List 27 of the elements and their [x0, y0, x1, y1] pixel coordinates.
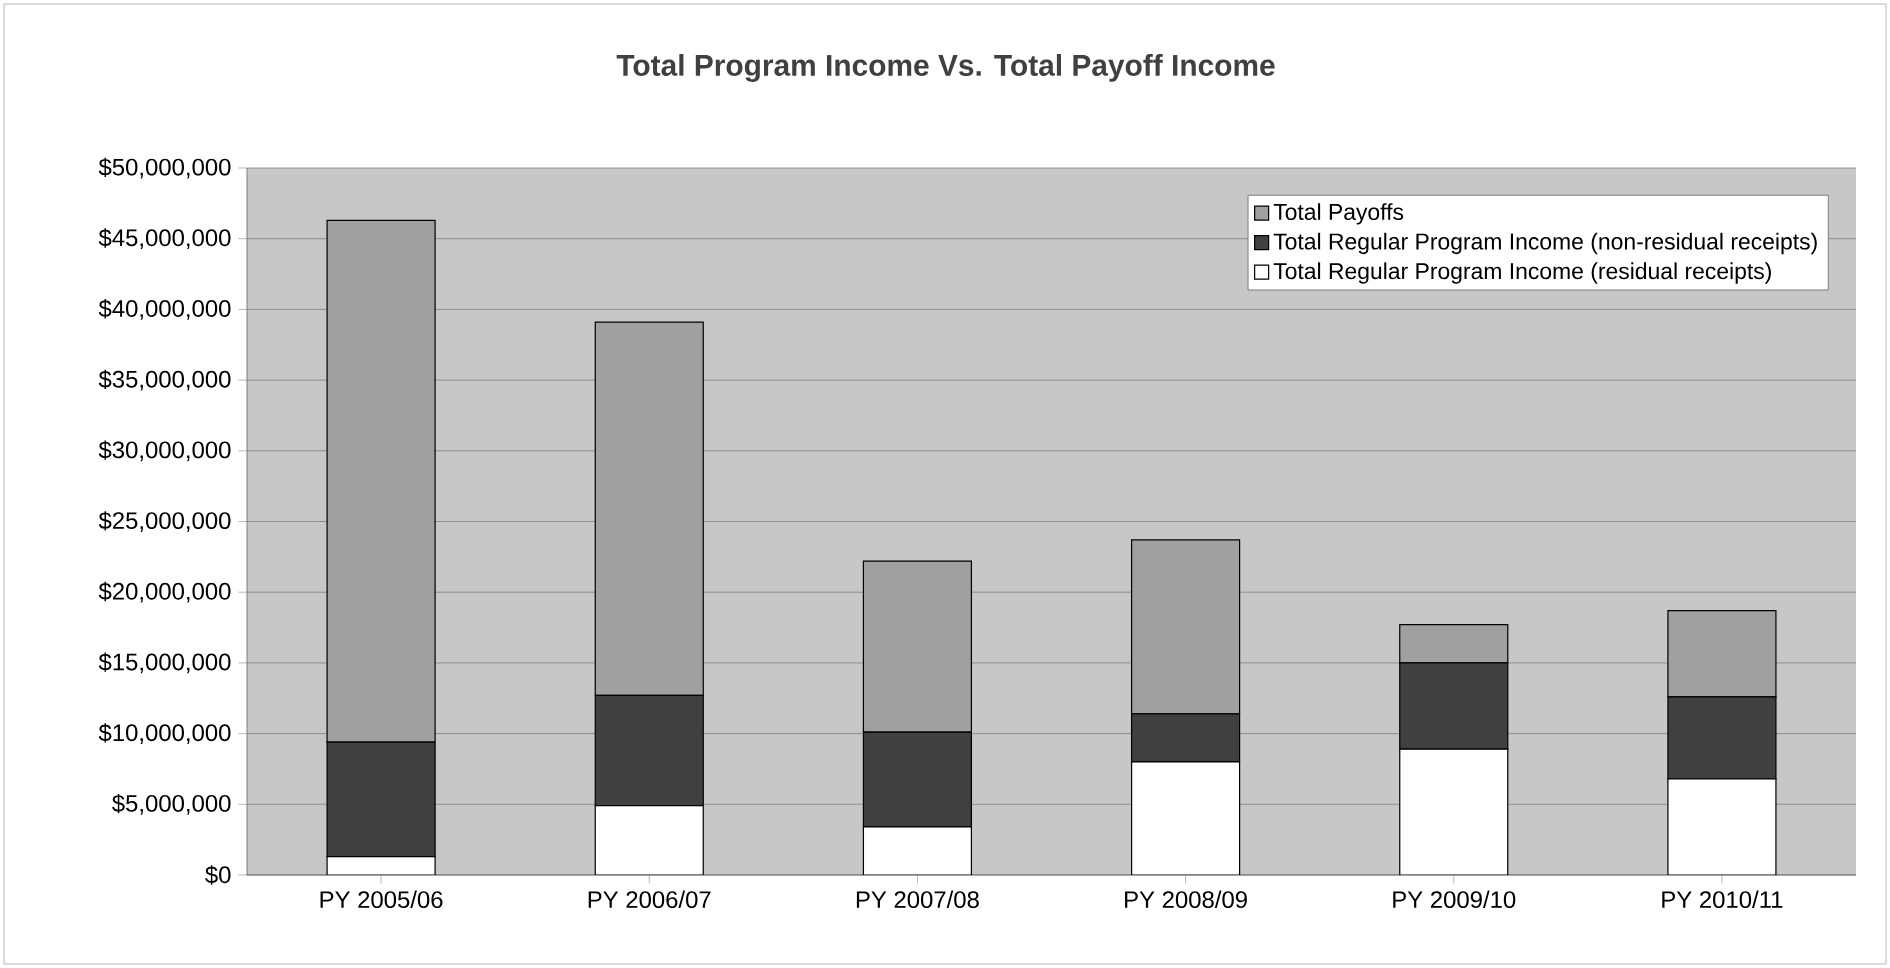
y-tick-label: $30,000,000: [98, 440, 231, 462]
y-tick-label: $35,000,000: [98, 369, 231, 391]
x-tick-label: PY 2005/06: [320, 890, 443, 909]
x-tick-label: PY 2008/09: [1125, 890, 1247, 909]
bar: [862, 826, 973, 875]
y-tick-label: $25,000,000: [98, 511, 231, 532]
x-tick-label: PY 2006/07: [588, 890, 711, 909]
x-tick-label: PY 2010/11: [1662, 890, 1783, 909]
y-tick-label: $20,000,000: [98, 581, 231, 603]
y-tick-label: $40,000,000: [98, 299, 231, 320]
y-tick-label: $45,000,000: [98, 228, 231, 250]
y-tick-label: $0: [205, 865, 231, 885]
bar: [1399, 748, 1509, 875]
bar: [326, 856, 436, 875]
bar: [1667, 778, 1777, 875]
y-tick-label: $10,000,000: [98, 723, 231, 744]
bar: [594, 805, 704, 875]
x-tick-label: PY 2007/08: [856, 890, 979, 909]
y-tick-label: $5,000,000: [112, 793, 231, 815]
x-tick-label: PY 2009/10: [1393, 890, 1516, 909]
legend-label: Total Regular Program Income (residual receipts): [1273, 262, 1771, 284]
y-tick-label: $15,000,000: [98, 652, 231, 674]
chart-title: Total Program Income Vs. Total Payoff Income: [616, 53, 1275, 82]
legend-label: Total Regular Program Income (non-residual receipts): [1273, 232, 1817, 255]
legend-label: Total Payoffs: [1273, 203, 1404, 225]
y-tick-label: $50,000,000: [98, 157, 231, 179]
bar: [1130, 761, 1241, 875]
